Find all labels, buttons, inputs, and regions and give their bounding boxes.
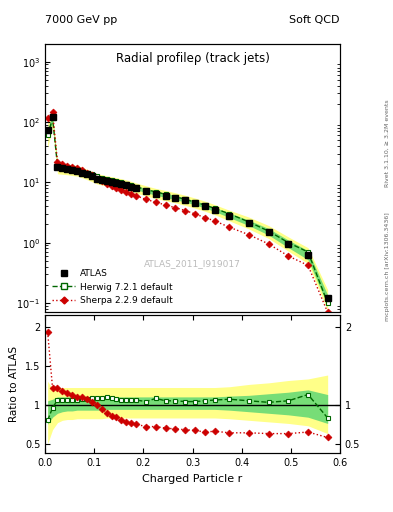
- Text: Rivet 3.1.10, ≥ 3.2M events: Rivet 3.1.10, ≥ 3.2M events: [385, 99, 389, 187]
- Legend: ATLAS, Herwig 7.2.1 default, Sherpa 2.2.9 default: ATLAS, Herwig 7.2.1 default, Sherpa 2.2.…: [50, 266, 175, 308]
- Text: Radial profileρ (track jets): Radial profileρ (track jets): [116, 52, 270, 65]
- X-axis label: Charged Particle r: Charged Particle r: [142, 474, 243, 483]
- Text: ATLAS_2011_I919017: ATLAS_2011_I919017: [144, 260, 241, 268]
- Text: Soft QCD: Soft QCD: [290, 14, 340, 25]
- Text: 7000 GeV pp: 7000 GeV pp: [45, 14, 118, 25]
- Y-axis label: Ratio to ATLAS: Ratio to ATLAS: [9, 346, 19, 422]
- Text: mcplots.cern.ch [arXiv:1306.3436]: mcplots.cern.ch [arXiv:1306.3436]: [385, 212, 389, 321]
